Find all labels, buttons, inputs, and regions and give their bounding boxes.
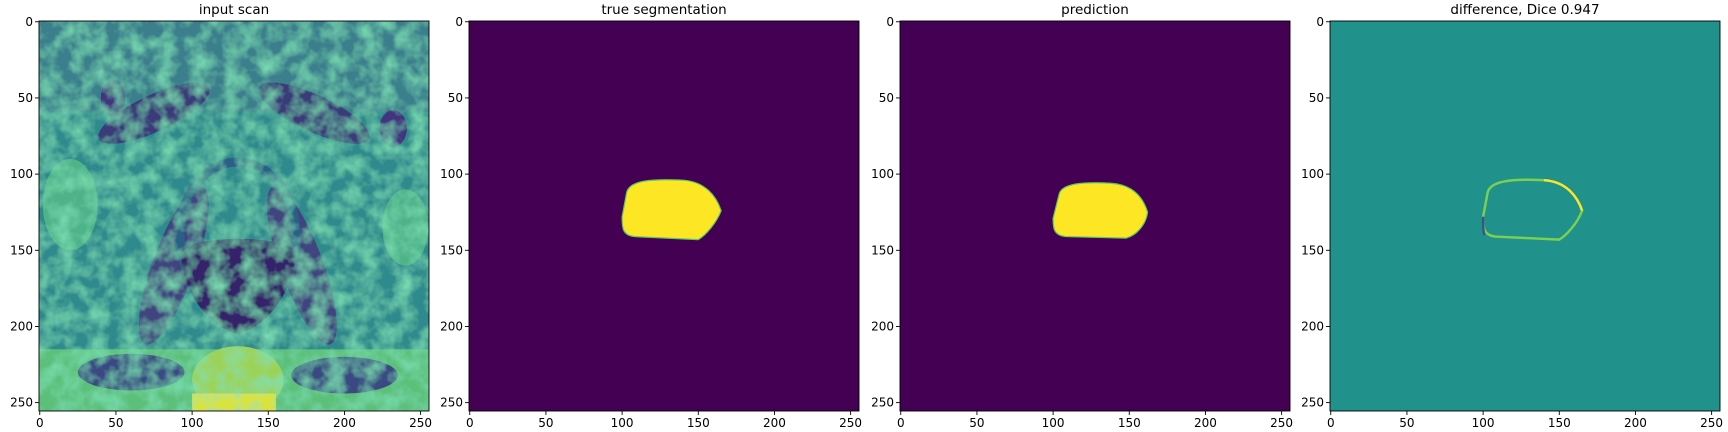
axes-frame xyxy=(899,20,1291,412)
x-tick-label: 100 xyxy=(1042,416,1065,430)
x-tick-label: 200 xyxy=(1194,416,1217,430)
x-tick-label: 250 xyxy=(1700,416,1723,430)
axes-frame xyxy=(38,20,430,412)
x-tick-label: 250 xyxy=(839,416,862,430)
x-tick-label: 0 xyxy=(1327,416,1335,430)
x-tick-label: 250 xyxy=(1270,416,1293,430)
x-tick-label: 150 xyxy=(1118,416,1141,430)
y-tick-label: 50 xyxy=(879,91,894,105)
x-tick-label: 200 xyxy=(1624,416,1647,430)
panel-title: difference, Dice 0.947 xyxy=(1450,2,1599,18)
x-tick-label: 100 xyxy=(1472,416,1495,430)
x-tick-label: 0 xyxy=(466,416,474,430)
y-tick-label: 150 xyxy=(871,243,894,257)
y-tick-label: 50 xyxy=(18,91,33,105)
y-tick-label: 200 xyxy=(10,319,33,333)
y-tick-label: 0 xyxy=(455,15,463,29)
y-tick-label: 0 xyxy=(886,15,894,29)
panel-title: true segmentation xyxy=(601,2,726,18)
y-tick-label: 200 xyxy=(440,319,463,333)
y-tick-label: 250 xyxy=(871,396,894,410)
y-tick-label: 250 xyxy=(10,396,33,410)
y-tick-label: 150 xyxy=(10,243,33,257)
panel-title: input scan xyxy=(199,2,269,18)
y-tick-label: 250 xyxy=(440,396,463,410)
y-tick-label: 0 xyxy=(1316,15,1324,29)
y-tick-label: 200 xyxy=(1301,319,1324,333)
y-tick-label: 50 xyxy=(448,91,463,105)
x-tick-label: 150 xyxy=(257,416,280,430)
x-tick-label: 50 xyxy=(538,416,553,430)
y-tick-label: 100 xyxy=(440,167,463,181)
panel-title: prediction xyxy=(1061,2,1129,18)
y-tick-label: 150 xyxy=(440,243,463,257)
x-tick-label: 50 xyxy=(969,416,984,430)
x-tick-label: 50 xyxy=(1399,416,1414,430)
x-tick-label: 100 xyxy=(611,416,634,430)
y-tick-label: 200 xyxy=(871,319,894,333)
x-tick-label: 150 xyxy=(687,416,710,430)
x-tick-label: 250 xyxy=(409,416,432,430)
y-tick-label: 100 xyxy=(1301,167,1324,181)
x-tick-label: 150 xyxy=(1548,416,1571,430)
x-tick-label: 100 xyxy=(181,416,204,430)
x-tick-label: 0 xyxy=(36,416,44,430)
x-tick-label: 50 xyxy=(108,416,123,430)
x-tick-label: 200 xyxy=(333,416,356,430)
y-tick-label: 0 xyxy=(25,15,33,29)
x-tick-label: 0 xyxy=(897,416,905,430)
x-tick-label: 200 xyxy=(763,416,786,430)
image-input-scan xyxy=(39,21,429,411)
image-prediction xyxy=(900,21,1290,411)
y-tick-label: 250 xyxy=(1301,396,1324,410)
y-tick-label: 150 xyxy=(1301,243,1324,257)
axes-frame xyxy=(468,20,860,412)
y-tick-label: 100 xyxy=(10,167,33,181)
image-true-segmentation xyxy=(469,21,859,411)
axes-frame xyxy=(1329,20,1721,412)
y-tick-label: 50 xyxy=(1309,91,1324,105)
image-difference xyxy=(1330,21,1720,411)
y-tick-label: 100 xyxy=(871,167,894,181)
